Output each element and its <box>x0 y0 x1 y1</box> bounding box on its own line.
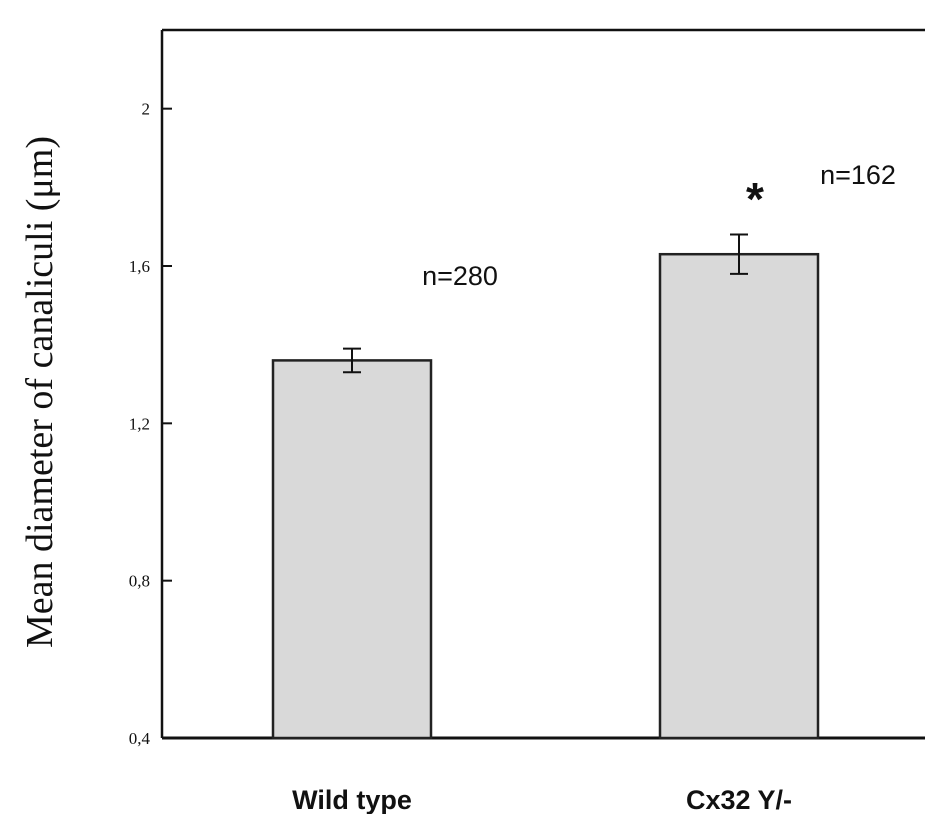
significance-asterisk: * <box>746 173 764 225</box>
y-tick-label: 1,6 <box>129 257 150 276</box>
sample-size-label: n=162 <box>820 160 896 190</box>
x-category-label: Cx32 Y/- <box>686 785 792 814</box>
y-tick-label: 0,8 <box>129 572 150 591</box>
y-axis-title: Mean diameter of canaliculi (μm) <box>19 136 61 648</box>
x-category-label: Wild type <box>292 785 412 814</box>
annotations-layer: n=280 n=162 * <box>422 160 896 291</box>
y-axis-ticks: 0,4 0,8 1,2 1,6 2 <box>129 100 172 748</box>
y-tick-label: 1,2 <box>129 414 150 433</box>
error-bars-layer <box>343 233 748 374</box>
sample-size-label: n=280 <box>422 261 498 291</box>
bar <box>658 252 820 740</box>
x-axis-labels: Wild type Cx32 Y/- <box>292 785 792 814</box>
y-tick-label: 2 <box>142 100 151 119</box>
y-tick-label: 0,4 <box>129 729 151 748</box>
bar <box>271 359 433 740</box>
bars-layer <box>271 252 820 740</box>
